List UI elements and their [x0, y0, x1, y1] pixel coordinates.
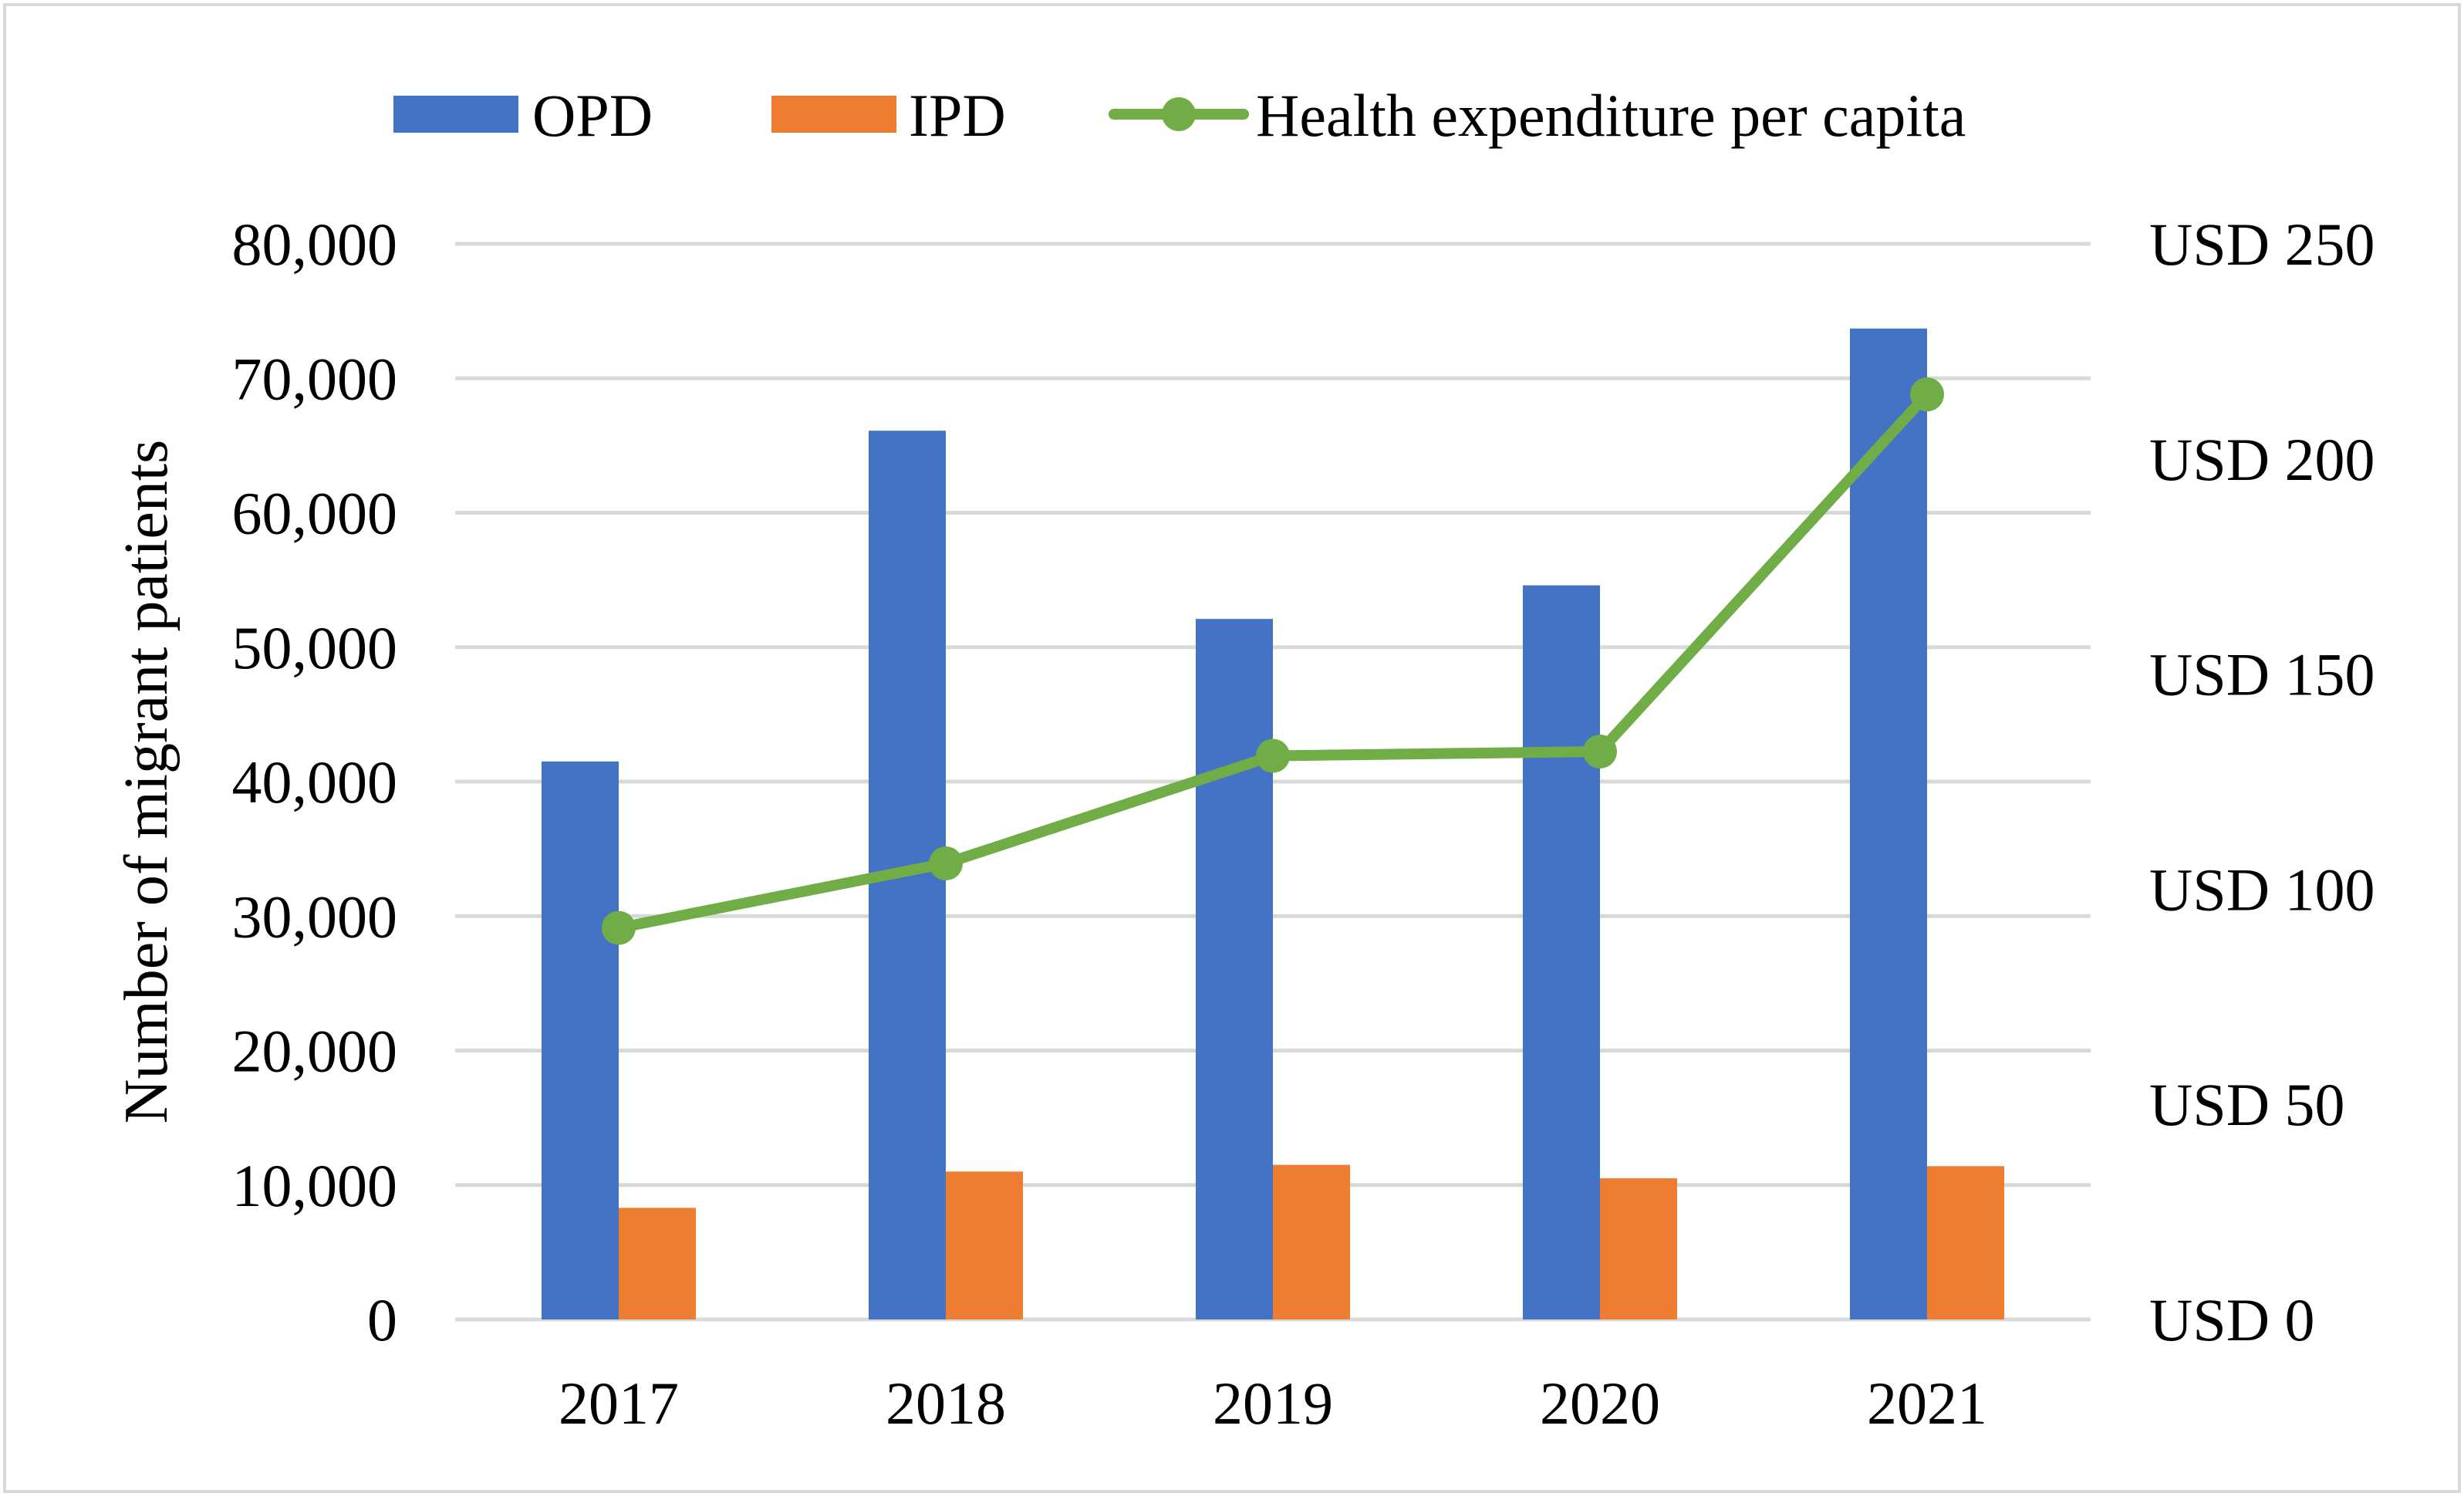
y-tick-label: 70,000 [232, 345, 398, 412]
y2-tick-label: USD 50 [2149, 1071, 2345, 1138]
y2-tick-label: USD 150 [2149, 641, 2375, 708]
x-tick-label: 2021 [1867, 1370, 1987, 1437]
y-tick-label: 60,000 [232, 480, 398, 547]
legend-swatch-opd [393, 96, 518, 133]
expenditure-point [929, 846, 963, 880]
y-tick-label: 50,000 [232, 614, 398, 681]
bar-opd [1196, 619, 1273, 1319]
expenditure-point [1583, 734, 1617, 769]
legend-label-opd: OPD [532, 82, 653, 149]
y-tick-label: 0 [367, 1286, 397, 1353]
legend-swatch-ipd [771, 96, 896, 133]
legend: OPD IPD Health expenditure per capita [393, 82, 1966, 149]
bar-ipd [1927, 1166, 2004, 1319]
y2-tick-label: USD 250 [2149, 211, 2375, 278]
x-tick-label: 2020 [1540, 1370, 1660, 1437]
bar-opd [1850, 328, 1927, 1320]
legend-label-ipd: IPD [909, 82, 1006, 149]
expenditure-line-group [602, 377, 1944, 945]
bar-opd [1523, 585, 1600, 1319]
y-tick-label: 10,000 [232, 1152, 398, 1219]
x-tick-label: 2019 [1213, 1370, 1333, 1437]
y-tick-label: 80,000 [232, 211, 398, 278]
bar-ipd [946, 1171, 1023, 1319]
y-tick-label: 40,000 [232, 748, 398, 816]
expenditure-point [602, 910, 636, 945]
x-tick-label: 2018 [886, 1370, 1006, 1437]
y2-tick-label: USD 200 [2149, 426, 2375, 493]
y2-tick-label: USD 100 [2149, 856, 2375, 923]
y-tick-label: 20,000 [232, 1018, 398, 1085]
bar-opd [542, 761, 619, 1319]
axis-labels: 0 10,000 20,000 30,000 40,000 50,000 60,000 70,… [113, 211, 2375, 1437]
y2-tick-label: USD 0 [2149, 1286, 2315, 1353]
y-tick-label: 30,000 [232, 883, 398, 950]
expenditure-point [1910, 377, 1944, 412]
y-axis-title: Number of migrant patients [113, 440, 181, 1123]
bar-ipd [1600, 1178, 1677, 1319]
expenditure-point [1256, 738, 1290, 773]
bars [542, 328, 2004, 1320]
legend-marker-health-expenditure-per-capita [1162, 97, 1196, 131]
bar-ipd [619, 1208, 696, 1319]
bar-ipd [1273, 1164, 1350, 1319]
legend-label-health-expenditure-per-capita: Health expenditure per capita [1256, 82, 1966, 149]
x-tick-label: 2017 [559, 1370, 679, 1437]
